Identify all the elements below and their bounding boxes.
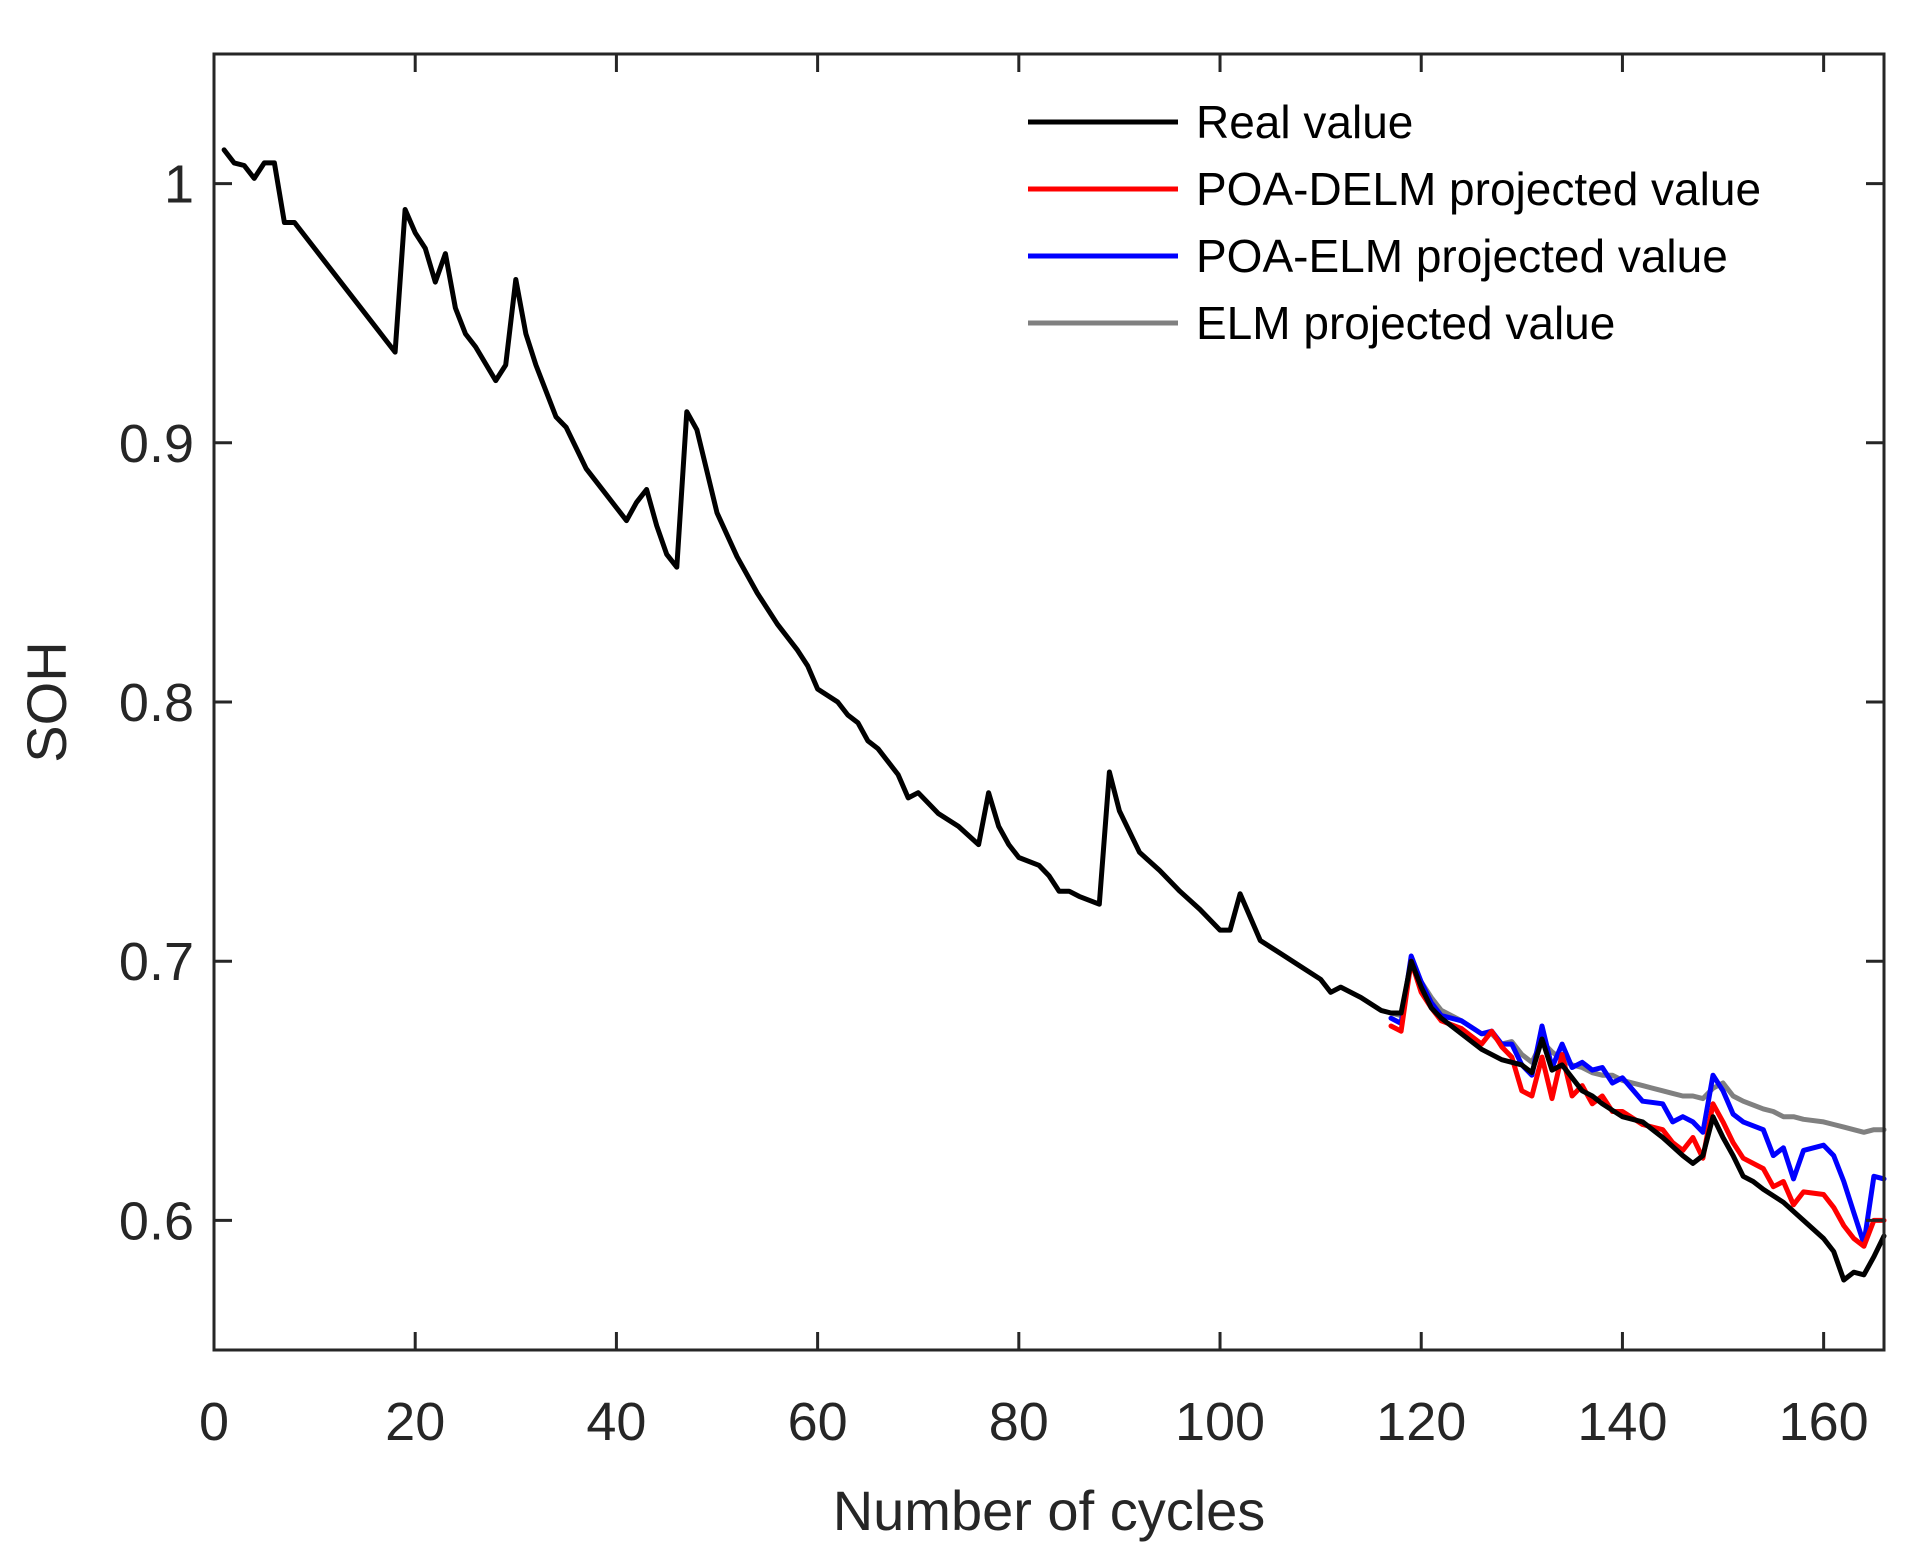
legend-label: ELM projected value — [1196, 297, 1615, 349]
legend-label: POA-DELM projected value — [1196, 163, 1761, 215]
x-axis-ticks: 0 20 40 60 80 100 120 140 160 — [199, 54, 1869, 1452]
legend-label: POA-ELM projected value — [1196, 230, 1728, 282]
y-axis-ticks: 0.6 0.7 0.8 0.9 1 — [119, 155, 1884, 1251]
series-line-0 — [221, 147, 1887, 1283]
x-tick-label: 100 — [1175, 1392, 1265, 1452]
y-axis-title: SOH — [15, 641, 78, 762]
y-tick-label: 1 — [164, 155, 194, 215]
series-line-2 — [1388, 953, 1887, 1247]
x-tick-label: 0 — [199, 1392, 229, 1452]
x-tick-label: 80 — [989, 1392, 1049, 1452]
x-tick-label: 120 — [1376, 1392, 1466, 1452]
y-tick-label: 0.6 — [119, 1191, 194, 1251]
x-tick-label: 140 — [1577, 1392, 1667, 1452]
y-tick-label: 0.7 — [119, 932, 194, 992]
x-tick-label: 160 — [1779, 1392, 1869, 1452]
x-tick-label: 60 — [788, 1392, 848, 1452]
x-tick-label: 20 — [385, 1392, 445, 1452]
legend: Real value POA-DELM projected value POA-EL… — [1028, 96, 1761, 349]
legend-label: Real value — [1196, 96, 1413, 148]
y-tick-label: 0.9 — [119, 414, 194, 474]
series-lines — [221, 147, 1887, 1283]
y-tick-label: 0.8 — [119, 673, 194, 733]
x-tick-label: 40 — [586, 1392, 646, 1452]
x-axis-title: Number of cycles — [833, 1479, 1266, 1542]
